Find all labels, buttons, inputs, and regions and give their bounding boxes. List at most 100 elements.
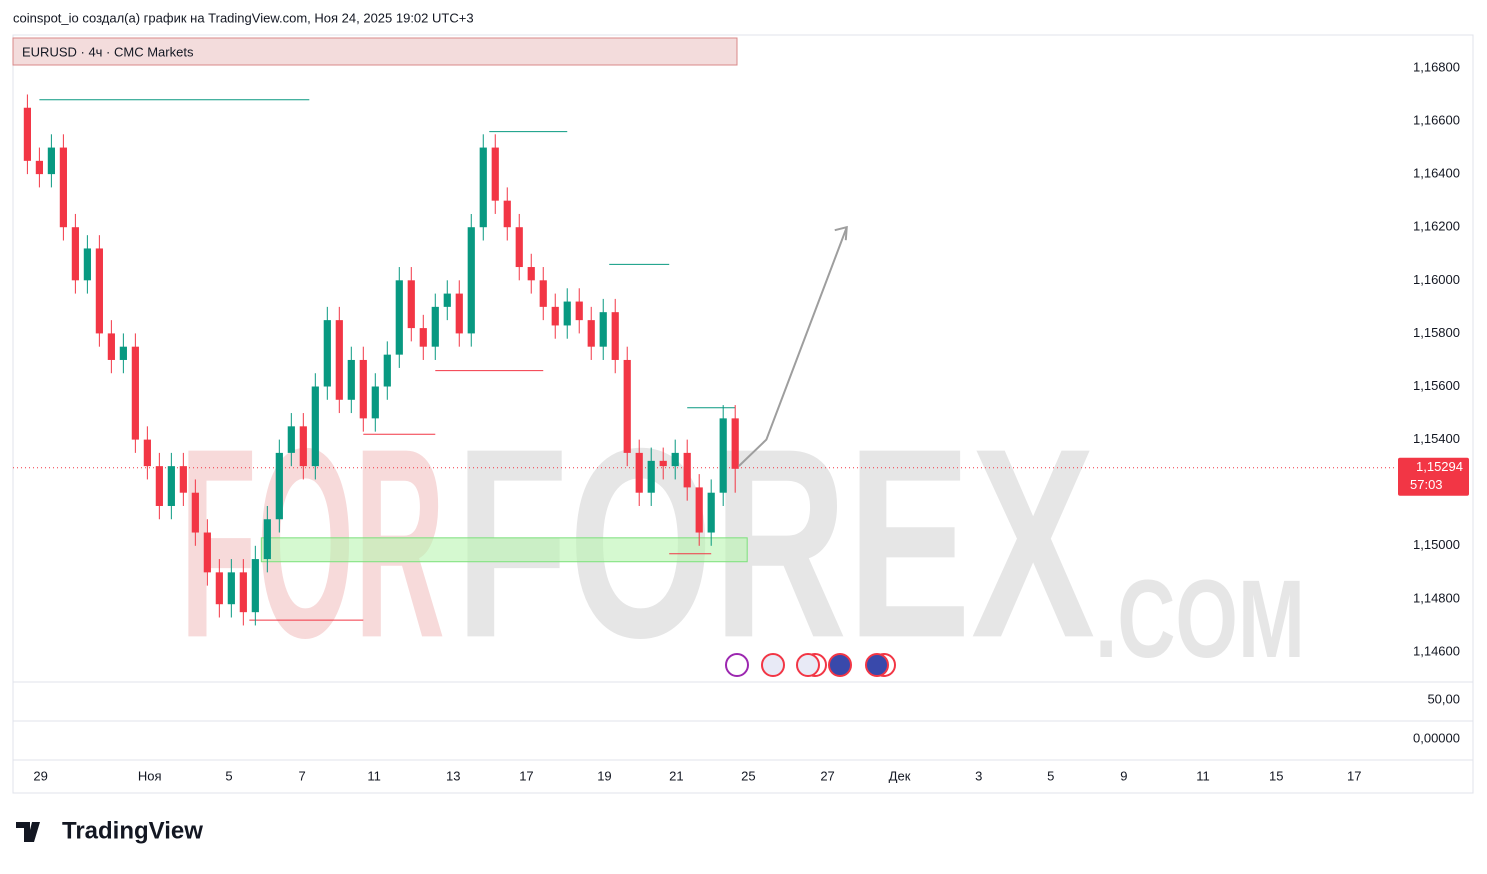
candle-body xyxy=(515,227,523,268)
x-tick-label: 7 xyxy=(298,768,305,783)
y-tick-label: 1,16800 xyxy=(1413,59,1460,74)
candle-body xyxy=(551,306,559,326)
y-tick-label: 1,16400 xyxy=(1413,166,1460,181)
x-tick-label: 3 xyxy=(975,768,982,783)
x-tick-label: 15 xyxy=(1269,768,1283,783)
candle-body xyxy=(263,519,271,560)
candle-body xyxy=(179,466,187,493)
candle-body xyxy=(587,320,595,347)
chart-frame xyxy=(12,34,1474,794)
candle-body xyxy=(251,559,259,613)
candle-body xyxy=(371,386,379,419)
candle-body xyxy=(35,160,43,175)
y-tick-label: 1,16000 xyxy=(1413,272,1460,287)
candle-body xyxy=(107,333,115,360)
candle-body xyxy=(407,280,415,329)
event-icon xyxy=(865,653,889,677)
x-tick-label: Ноя xyxy=(138,768,162,783)
candle-body xyxy=(323,320,331,387)
candle-body xyxy=(239,572,247,613)
candle-body xyxy=(191,492,199,533)
candle-body xyxy=(311,386,319,467)
candle-body xyxy=(299,426,307,467)
x-tick-label: 11 xyxy=(1196,768,1210,783)
event-icons xyxy=(725,653,896,677)
candle-body xyxy=(719,418,727,493)
candle-body xyxy=(203,532,211,573)
candle-body xyxy=(575,301,583,321)
event-icon xyxy=(796,653,820,677)
watermark: FOR FOREX .COM xyxy=(180,393,1305,694)
x-tick-label: Дек xyxy=(889,768,911,783)
support-zone xyxy=(260,537,748,563)
y-tick-label: 1,15400 xyxy=(1413,431,1460,446)
x-tick-label: 21 xyxy=(669,768,683,783)
y-tick-label: 1,15600 xyxy=(1413,378,1460,393)
x-tick-label: 5 xyxy=(225,768,232,783)
candle-body xyxy=(383,354,391,387)
x-tick-label: 27 xyxy=(820,768,834,783)
candle-body xyxy=(335,320,343,400)
candle-body xyxy=(419,328,427,347)
candle-body xyxy=(83,248,91,281)
pane-label: 0,00000 xyxy=(1413,730,1460,745)
price-tag-countdown: 57:03 xyxy=(1410,477,1443,492)
logo-icon xyxy=(16,822,40,842)
candle-body xyxy=(599,312,607,347)
candle-body xyxy=(431,306,439,347)
candle-body xyxy=(119,346,127,360)
pane-label: 50,00 xyxy=(1427,691,1460,706)
candle-body xyxy=(623,359,631,453)
candle-body xyxy=(527,267,535,281)
candle-body xyxy=(59,147,67,228)
y-tick-label: 1,16200 xyxy=(1413,219,1460,234)
candle-body xyxy=(479,147,487,228)
event-icon xyxy=(828,653,852,677)
candle-body xyxy=(359,359,367,419)
candle-body xyxy=(215,572,223,605)
candle-body xyxy=(671,452,679,467)
candle-body xyxy=(707,492,715,533)
x-tick-label: 17 xyxy=(1347,768,1361,783)
y-tick-label: 1,15000 xyxy=(1413,537,1460,552)
candle-body xyxy=(131,346,139,440)
symbol-box xyxy=(12,37,738,66)
header: coinspot_io создал(а) график на TradingV… xyxy=(13,10,474,25)
candle-body xyxy=(71,227,79,281)
candle-body xyxy=(683,452,691,488)
arrow-head xyxy=(834,225,848,241)
watermark-part: .COM xyxy=(1095,558,1305,681)
candle-body xyxy=(503,200,511,228)
forecast-arrow xyxy=(738,226,848,467)
y-tick-label: 1,16600 xyxy=(1413,112,1460,127)
candle-body xyxy=(143,439,151,467)
candle-body xyxy=(695,487,703,533)
x-tick-label: 19 xyxy=(597,768,611,783)
candle-body xyxy=(659,460,667,467)
candle-body xyxy=(491,147,499,201)
candle-body xyxy=(563,301,571,326)
x-tick-label: 11 xyxy=(367,768,381,783)
candle-body xyxy=(23,107,31,161)
candle-body xyxy=(95,248,103,334)
event-icon xyxy=(761,653,785,677)
candle-body xyxy=(539,280,547,307)
candle-body xyxy=(227,572,235,605)
event-icon xyxy=(725,653,749,677)
candle-body xyxy=(47,147,55,175)
candle-body xyxy=(647,460,655,493)
x-tick-label: 17 xyxy=(519,768,533,783)
price-tag-label: 1,15294 xyxy=(1416,459,1463,474)
candle-body xyxy=(455,293,463,334)
x-tick-label: 29 xyxy=(33,768,47,783)
y-tick-label: 1,14600 xyxy=(1413,643,1460,658)
candle-body xyxy=(395,280,403,355)
y-tick-label: 1,14800 xyxy=(1413,590,1460,605)
price-tag xyxy=(1398,457,1469,496)
footer-logo: TradingView xyxy=(62,817,203,844)
candle-body xyxy=(731,418,739,469)
x-tick-label: 13 xyxy=(446,768,460,783)
candle-body xyxy=(635,452,643,493)
